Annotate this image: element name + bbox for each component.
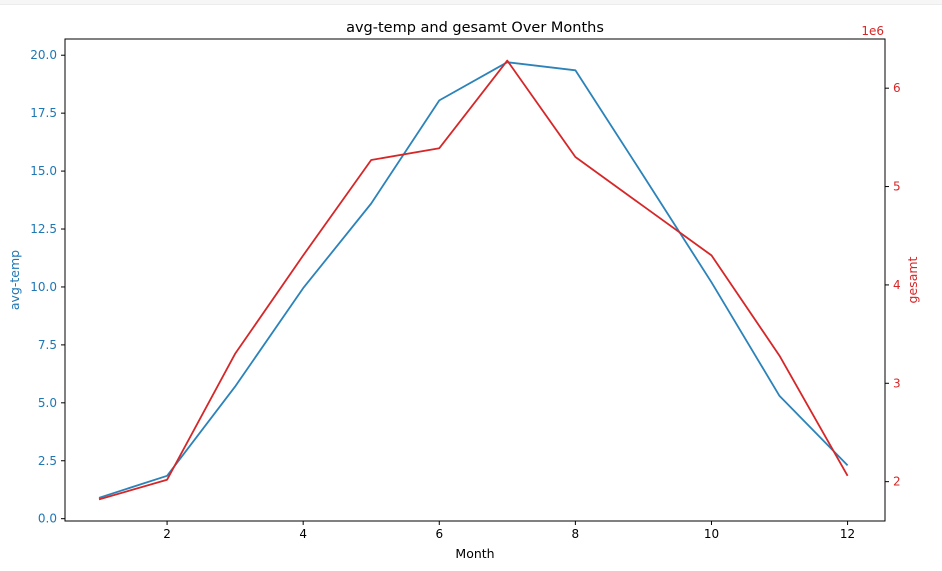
x-tick-label: 8	[572, 527, 580, 541]
left-y-tick-label: 7.5	[38, 338, 57, 352]
left-y-tick-label: 20.0	[30, 48, 57, 62]
series-line-gesamt	[98, 59, 849, 501]
x-tick-label: 2	[163, 527, 171, 541]
left-y-tick-label: 0.0	[38, 512, 57, 526]
right-y-tick-label: 4	[893, 278, 901, 292]
x-axis-label: Month	[455, 546, 494, 561]
left-y-tick-label: 15.0	[30, 164, 57, 178]
series-line-avg-temp	[98, 61, 849, 499]
right-y-tick-label: 6	[893, 81, 901, 95]
right-y-tick-label: 3	[893, 376, 901, 390]
left-y-tick-label: 10.0	[30, 280, 57, 294]
right-y-axis-ticks: 2 3 4 5 6	[885, 81, 901, 489]
x-tick-label: 4	[299, 527, 307, 541]
chart-title: avg-temp and gesamt Over Months	[346, 20, 604, 36]
left-y-tick-label: 2.5	[38, 454, 57, 468]
right-axis-offset-label: 1e6	[861, 24, 884, 38]
left-y-tick-label: 5.0	[38, 396, 57, 410]
left-y-axis-label: avg-temp	[7, 250, 22, 310]
x-axis-ticks: 2 4 6 8 10 12	[163, 521, 855, 541]
left-y-axis-ticks: 0.0 2.5 5.0 7.5 10.0 12.5 15.0 17.5 20.0	[30, 48, 65, 526]
series-layer	[98, 59, 849, 501]
x-tick-label: 12	[840, 527, 855, 541]
left-y-tick-label: 17.5	[30, 106, 57, 120]
x-tick-label: 6	[435, 527, 443, 541]
right-y-tick-label: 2	[893, 475, 901, 489]
x-tick-label: 10	[704, 527, 719, 541]
right-y-axis-label: gesamt	[905, 256, 920, 303]
right-y-tick-label: 5	[893, 180, 901, 194]
left-y-tick-label: 12.5	[30, 222, 57, 236]
plot-frame	[64, 38, 886, 522]
top-toolbar-strip	[0, 0, 942, 5]
